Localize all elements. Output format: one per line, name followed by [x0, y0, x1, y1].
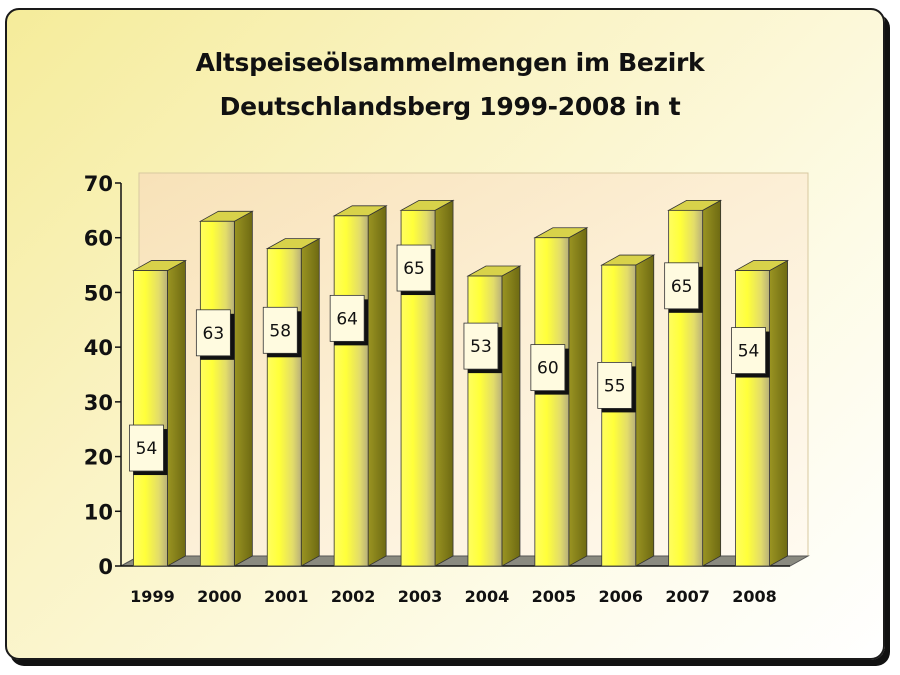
data-label-box — [129, 424, 164, 472]
bar-side — [702, 199, 722, 567]
bar — [266, 248, 302, 567]
x-tick-label: 2008 — [732, 587, 777, 606]
y-tick-label: 40 — [84, 336, 113, 360]
x-tick-label: 2004 — [465, 587, 510, 606]
bar-side — [635, 254, 655, 567]
bar — [534, 237, 570, 567]
y-tick-label: 20 — [84, 446, 113, 470]
bar-side — [233, 210, 253, 567]
bar — [333, 215, 369, 567]
x-tick-label: 2003 — [398, 587, 443, 606]
y-tick-label: 30 — [84, 391, 113, 415]
data-label: 54 — [136, 439, 158, 459]
chart-title-line-1: Altspeiseölsammelmengen im Bezirk — [195, 48, 705, 77]
data-label-box — [262, 306, 298, 354]
x-tick-label: 2006 — [598, 587, 643, 606]
y-tick-label: 70 — [84, 172, 113, 196]
x-tick-label: 2000 — [197, 587, 242, 606]
data-label-box — [195, 309, 231, 357]
data-label: 63 — [203, 324, 225, 344]
bar-side — [167, 259, 186, 567]
bar — [199, 220, 235, 567]
x-tick-label: 2002 — [331, 587, 376, 606]
data-label: 53 — [470, 337, 492, 357]
data-label-box — [731, 327, 766, 374]
bar — [133, 270, 168, 567]
data-label-box — [329, 294, 365, 342]
bar-side — [367, 205, 387, 567]
bar — [467, 275, 503, 567]
x-tick-label: 1999 — [130, 587, 175, 606]
data-label-box — [597, 361, 633, 409]
bar — [735, 270, 770, 567]
data-label-box — [530, 344, 566, 392]
bar-side — [434, 199, 454, 567]
y-tick-label: 0 — [98, 555, 113, 579]
bar-side — [501, 265, 521, 567]
data-label: 65 — [403, 259, 425, 279]
chart-title-line-2: Deutschlandsberg 1999-2008 in t — [219, 92, 681, 121]
data-label: 58 — [269, 321, 291, 341]
bar-side — [568, 227, 588, 567]
bar-side — [769, 259, 788, 567]
x-tick-label: 2001 — [264, 587, 309, 606]
x-tick-label: 2007 — [665, 587, 710, 606]
data-label-box — [396, 244, 432, 292]
data-label: 60 — [537, 359, 559, 379]
data-label-box — [463, 322, 499, 370]
data-label: 65 — [671, 277, 693, 297]
y-tick-label: 50 — [84, 281, 113, 305]
data-label-box — [664, 262, 700, 310]
y-tick-label: 60 — [84, 227, 113, 251]
bar — [601, 264, 637, 567]
y-tick-label: 10 — [84, 500, 113, 524]
data-label: 55 — [604, 376, 626, 396]
bar-side — [300, 237, 320, 567]
data-label: 54 — [738, 342, 760, 362]
data-label: 64 — [336, 309, 358, 329]
x-tick-label: 2005 — [532, 587, 577, 606]
